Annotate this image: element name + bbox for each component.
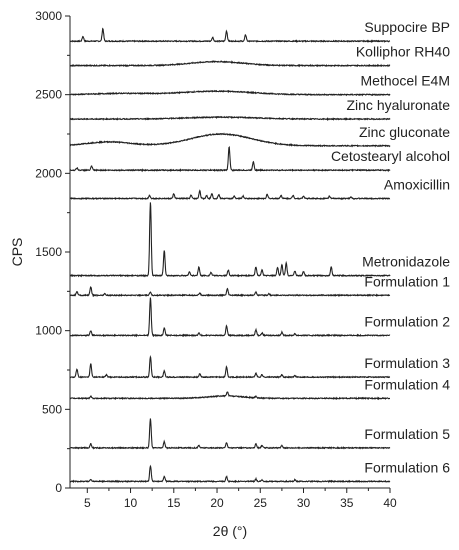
axes-group: 5 10 15 20 25 30 35 40 0 500 1000 1500 2000 2500 3000 [35,9,397,510]
series-label-kolliphor-rh40: Kolliphor RH40 [356,44,450,60]
series-labels-group: Suppocire BP Kolliphor RH40 Methocel E4M Zi… [331,19,450,475]
series-label-zinc-gluconate: Zinc gluconate [359,124,450,140]
x-tick-label: 10 [124,496,138,510]
y-tick-label: 1000 [35,324,62,338]
trace-formulation-1 [69,286,391,298]
x-tick-label: 15 [167,496,181,510]
series-label-formulation-6: Formulation 6 [364,459,450,475]
trace-formulation-2 [69,297,391,338]
x-tick-label: 40 [383,496,397,510]
y-tick-label: 0 [55,481,62,495]
trace-methocel-e4m [69,89,391,97]
trace-metronidazole [70,202,391,278]
x-tick-label: 20 [210,496,224,510]
trace-cetostearyl-alcohol [69,145,391,173]
series-label-formulation-5: Formulation 5 [364,426,450,442]
trace-formulation-3 [69,354,391,379]
trace-zinc-gluconate [69,132,391,148]
x-tick-label: 25 [254,496,268,510]
trace-amoxicillin [69,189,391,201]
trace-kolliphor-rh40 [69,60,391,68]
y-axis-title: CPS [9,238,25,267]
series-label-cetostearyl-alcohol: Cetostearyl alcohol [331,148,450,164]
trace-zinc-hyaluronate [69,115,391,121]
series-label-methocel-e4m: Methocel E4M [361,73,450,89]
x-tick-label: 5 [84,496,91,510]
series-label-formulation-3: Formulation 3 [364,355,450,371]
series-label-metronidazole: Metronidazole [362,254,450,270]
x-tick-label: 35 [340,496,354,510]
series-label-formulation-1: Formulation 1 [364,273,450,289]
series-label-zinc-hyaluronate: Zinc hyaluronate [346,97,450,113]
y-tick-label: 2500 [35,88,62,102]
trace-formulation-5 [69,418,391,450]
y-tick-label: 1500 [35,245,62,259]
y-tick-label: 500 [42,402,62,416]
series-label-amoxicillin: Amoxicillin [384,177,450,193]
x-axis-title: 2θ (°) [213,523,247,539]
y-tick-label: 2000 [35,166,62,180]
trace-formulation-4 [69,391,390,401]
traces-group [69,27,391,484]
trace-formulation-6 [69,464,391,484]
trace-suppocire-bp [69,27,391,43]
series-label-suppocire-bp: Suppocire BP [364,19,450,35]
series-label-formulation-2: Formulation 2 [364,313,450,329]
x-tick-label: 30 [297,496,311,510]
series-label-formulation-4: Formulation 4 [364,376,450,392]
y-tick-label: 3000 [35,9,62,23]
